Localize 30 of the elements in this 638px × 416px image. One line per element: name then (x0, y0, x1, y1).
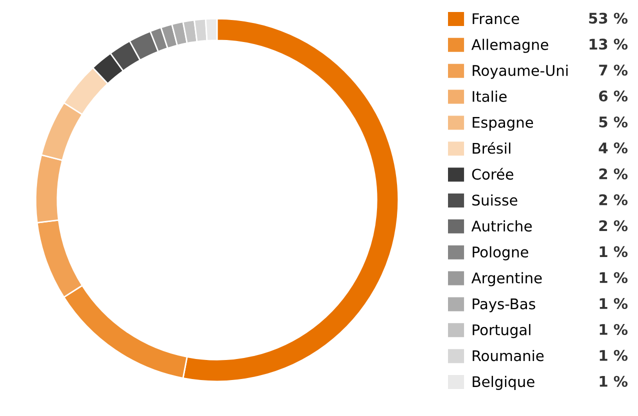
data-label: 2 % (599, 194, 628, 206)
legend-label: Espagne (472, 117, 534, 131)
data-label: 1 % (600, 272, 628, 284)
legend-label: France (472, 13, 520, 24)
data-label: 6 % (599, 90, 628, 102)
legend-label: Pologne (472, 246, 528, 260)
legend-label: Autriche (471, 220, 532, 232)
data-label: 1 % (600, 350, 628, 361)
data-label: 1 % (600, 298, 628, 310)
legend-label: Corée (472, 168, 514, 180)
legend-label: Pays-Bas (472, 298, 536, 312)
legend-label: Roumanie (472, 350, 544, 362)
legend-label: Belgique (472, 376, 534, 390)
legend-label: Italie (472, 90, 507, 102)
legend-label: Brésil (472, 142, 510, 154)
legend-label: Suisse (472, 194, 518, 206)
legend-label: Argentine (471, 272, 542, 286)
data-label: 53 % (589, 12, 628, 24)
data-label: 4 % (598, 142, 628, 154)
data-label: 7 % (599, 64, 628, 76)
data-label: 1 % (600, 324, 628, 335)
data-label: 13 % (590, 38, 628, 50)
legend-label: Portugal (472, 324, 530, 338)
legend-label: Allemagne (471, 38, 548, 53)
data-label: 2 % (599, 168, 628, 180)
legend-label: Royaume-Uni (472, 64, 568, 79)
data-label: 1 % (600, 246, 628, 258)
data-label: 5 % (599, 116, 628, 128)
data-label: 1 % (600, 376, 628, 387)
data-label: 2 % (599, 220, 628, 232)
